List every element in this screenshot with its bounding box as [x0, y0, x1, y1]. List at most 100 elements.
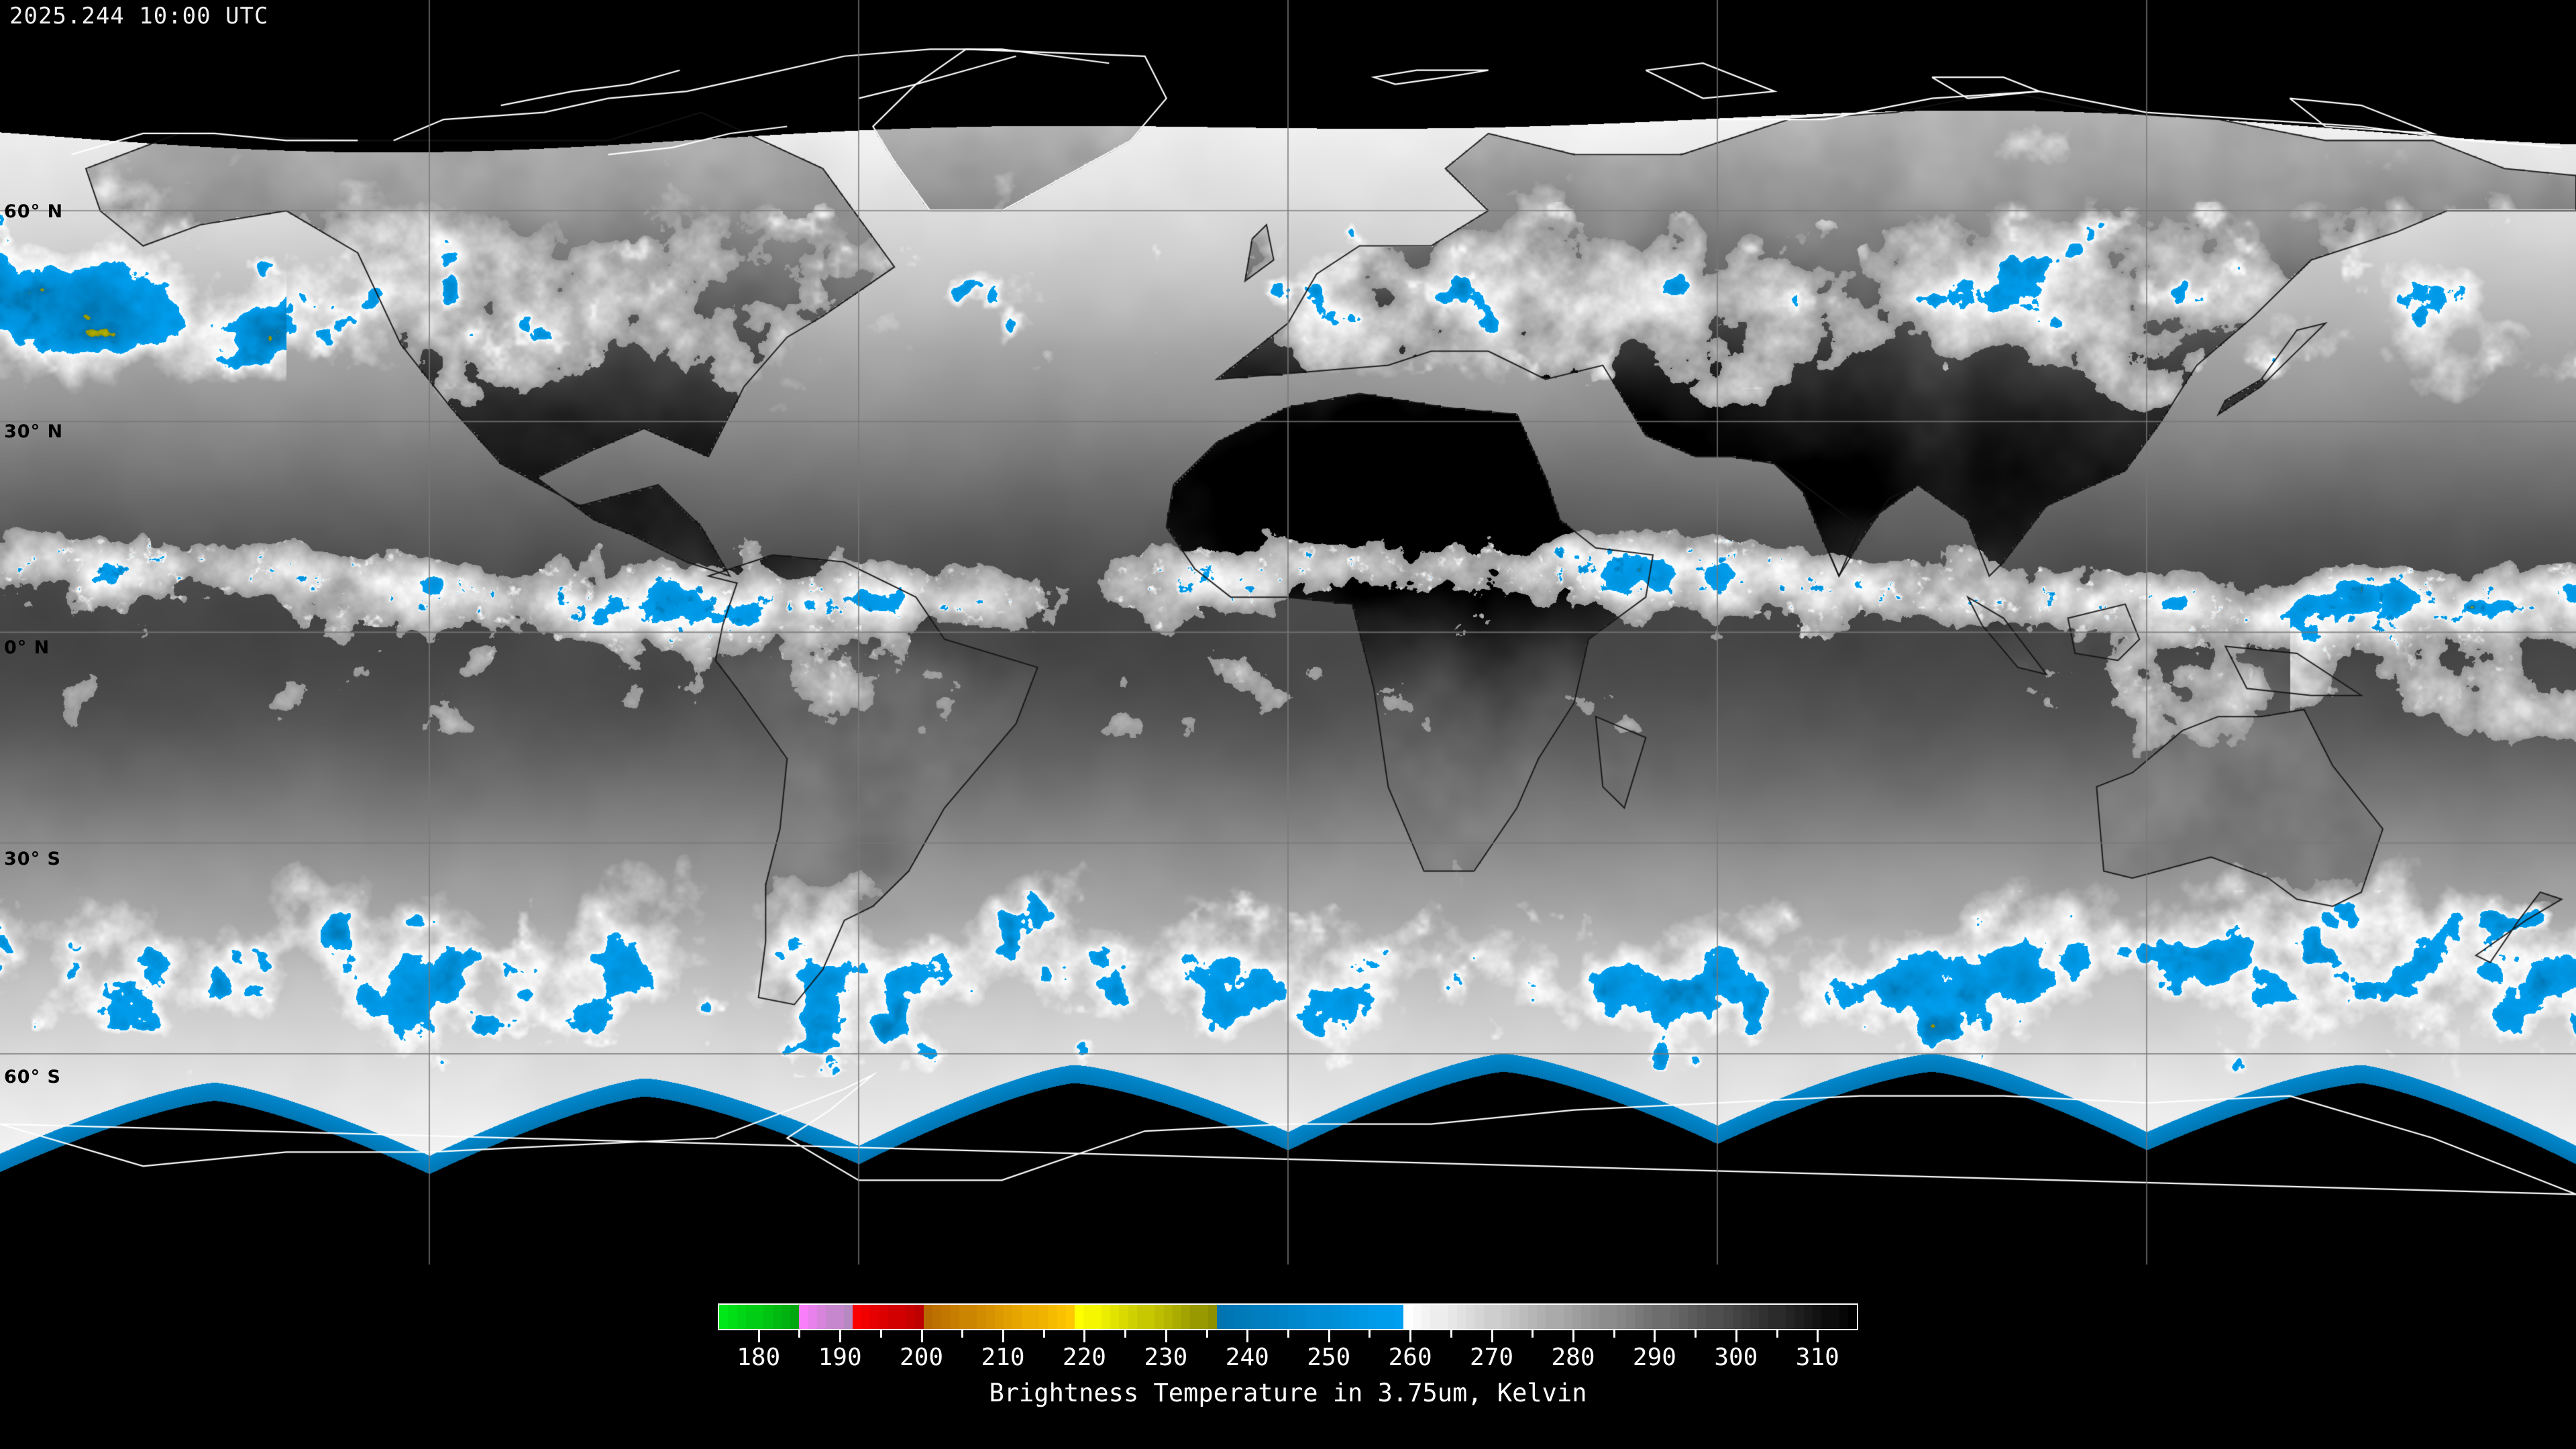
colorbar-cell	[1395, 1305, 1404, 1329]
colorbar-tick-major	[757, 1330, 760, 1342]
colorbar-cell	[1208, 1305, 1217, 1329]
colorbar-cell	[1617, 1305, 1626, 1329]
colorbar-cell	[1288, 1305, 1297, 1329]
colorbar-cell	[1679, 1305, 1688, 1329]
colorbar-cell	[1474, 1305, 1484, 1329]
latitude-label-30n: 30° N	[4, 421, 64, 442]
timestamp-overlay: 2025.244 10:00 UTC	[9, 3, 269, 30]
colorbar-cell	[1519, 1305, 1528, 1329]
colorbar-cell	[897, 1305, 906, 1329]
colorbar-cell	[755, 1305, 764, 1329]
colorbar-panel: 180 190 200 210 220 230 240 250 260 270 280 290 300 3…	[0, 1265, 2576, 1449]
colorbar-cell	[1527, 1305, 1537, 1329]
colorbar-cell	[1430, 1305, 1440, 1329]
colorbar-cell	[870, 1305, 879, 1329]
colorbar-cell	[1412, 1305, 1421, 1329]
colorbar-cell	[1786, 1305, 1795, 1329]
colorbar-cell	[1572, 1305, 1582, 1329]
colorbar-cell	[1715, 1305, 1724, 1329]
colorbar-cell	[1110, 1305, 1120, 1329]
colorbar-cell	[843, 1305, 853, 1329]
colorbar-cell	[1537, 1305, 1546, 1329]
colorbar-cell	[772, 1305, 782, 1329]
colorbar-cell	[1812, 1305, 1821, 1329]
colorbar-cell	[1385, 1305, 1395, 1329]
colorbar-tick-major	[1654, 1330, 1656, 1342]
colorbar-cell	[1403, 1305, 1413, 1329]
colorbar-tick-minor	[1450, 1330, 1452, 1338]
colorbar-cell	[1305, 1305, 1315, 1329]
colorbar-tick-minor	[1695, 1330, 1697, 1338]
latitude-label-0n: 0° N	[4, 637, 50, 658]
colorbar-tick-label: 290	[1632, 1344, 1676, 1371]
colorbar-tick-major	[1735, 1330, 1737, 1342]
colorbar-tick-major	[1491, 1330, 1493, 1342]
colorbar-cell	[1608, 1305, 1617, 1329]
colorbar-cell	[1661, 1305, 1670, 1329]
colorbar-cell	[1181, 1305, 1191, 1329]
colorbar-cell	[923, 1305, 932, 1329]
colorbar-tick-labels: 180 190 200 210 220 230 240 250 260 270 280 290 300 3…	[718, 1344, 1858, 1373]
colorbar-cell	[1324, 1305, 1333, 1329]
colorbar-cell	[1359, 1305, 1368, 1329]
colorbar-cell	[1146, 1305, 1155, 1329]
colorbar-cell	[906, 1305, 915, 1329]
colorbar-cell	[1226, 1305, 1235, 1329]
colorbar-cell	[1732, 1305, 1741, 1329]
colorbar-cell	[1590, 1305, 1599, 1329]
colorbar-cell	[1794, 1305, 1804, 1329]
colorbar-cell	[1741, 1305, 1750, 1329]
colorbar-cell	[1776, 1305, 1786, 1329]
colorbar-cell	[1546, 1305, 1555, 1329]
colorbar-cell	[1261, 1305, 1271, 1329]
colorbar-cell	[1830, 1305, 1839, 1329]
colorbar-cell	[1492, 1305, 1501, 1329]
colorbar-cell	[968, 1305, 977, 1329]
colorbar-tick-label: 240	[1225, 1344, 1269, 1371]
colorbar-cell	[1243, 1305, 1252, 1329]
colorbar-cell	[1439, 1305, 1448, 1329]
colorbar-tick-label: 300	[1714, 1344, 1758, 1371]
colorbar-tick-major	[839, 1330, 842, 1342]
colorbar-cell	[1092, 1305, 1102, 1329]
colorbar-cell	[719, 1305, 729, 1329]
colorbar-cell	[1048, 1305, 1057, 1329]
colorbar-tick-minor	[1124, 1330, 1127, 1338]
colorbar-tick-major	[1165, 1330, 1167, 1342]
colorbar-cell	[808, 1305, 817, 1329]
colorbar-cell	[1332, 1305, 1342, 1329]
global-satellite-map[interactable]: 2025.244 10:00 UTC 60° N 30° N 0° N 30° …	[0, 0, 2576, 1265]
colorbar[interactable]: 180 190 200 210 220 230 240 250 260 270 280 290 300 3…	[718, 1303, 1858, 1371]
colorbar-cell	[914, 1305, 924, 1329]
colorbar-cell	[1839, 1305, 1848, 1329]
colorbar-tick-major	[1002, 1330, 1004, 1342]
colorbar-cell	[1670, 1305, 1679, 1329]
colorbar-cell	[790, 1305, 800, 1329]
colorbar-cell	[745, 1305, 755, 1329]
colorbar-cell	[1057, 1305, 1066, 1329]
colorbar-cell	[1199, 1305, 1208, 1329]
colorbar-tick-major	[1083, 1330, 1086, 1342]
colorbar-cell	[1217, 1305, 1226, 1329]
colorbar-tick-label: 270	[1470, 1344, 1514, 1371]
colorbar-cell	[1688, 1305, 1697, 1329]
colorbar-cell	[1599, 1305, 1608, 1329]
colorbar-cell	[1644, 1305, 1653, 1329]
colorbar-cell	[1252, 1305, 1262, 1329]
colorbar-cell	[728, 1305, 737, 1329]
colorbar-cell	[1821, 1305, 1831, 1329]
colorbar-cell	[1466, 1305, 1475, 1329]
colorbar-tick-minor	[1776, 1330, 1778, 1338]
latitude-label-60s: 60° S	[4, 1067, 61, 1087]
map-raster-canvas[interactable]	[0, 0, 2576, 1265]
colorbar-cell	[1421, 1305, 1430, 1329]
colorbar-cell	[1501, 1305, 1511, 1329]
colorbar-cell	[1723, 1305, 1733, 1329]
colorbar-cell	[835, 1305, 844, 1329]
colorbar-cell	[1021, 1305, 1030, 1329]
colorbar-tick-minor	[879, 1330, 882, 1338]
colorbar-cell	[985, 1305, 995, 1329]
colorbar-cell	[1065, 1305, 1075, 1329]
colorbar-tick-minor	[798, 1330, 801, 1338]
